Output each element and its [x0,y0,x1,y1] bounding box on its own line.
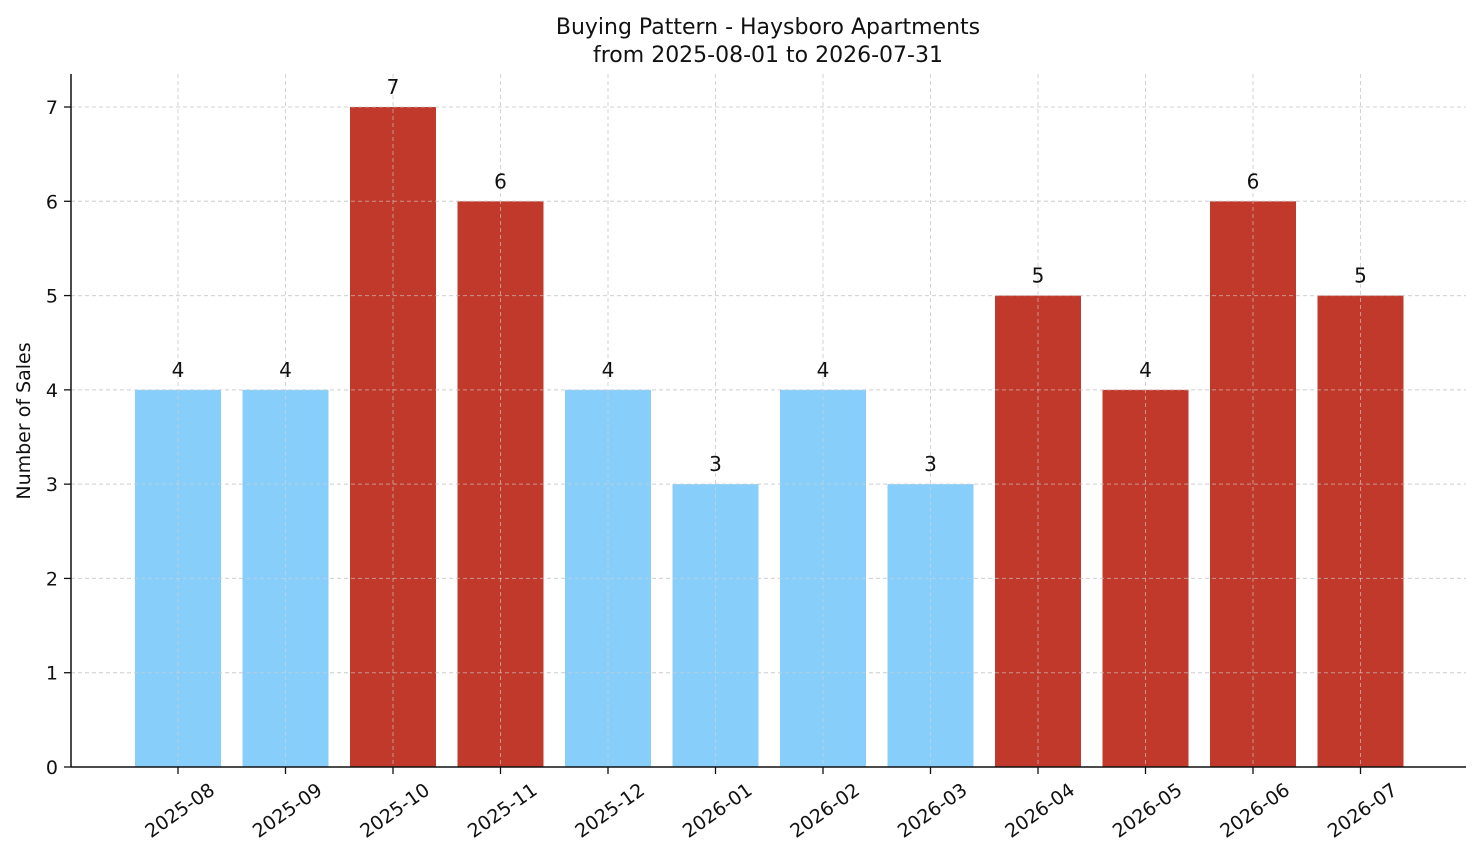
bar-2025-10 [350,107,436,767]
data-label-2026-05: 4 [1139,358,1152,382]
x-tick-label: 2025-11 [464,779,542,843]
data-label-2025-09: 4 [279,358,292,382]
y-tick-label: 6 [46,191,58,213]
x-tick-label: 2026-06 [1216,779,1294,843]
x-tick-label: 2026-05 [1109,779,1187,843]
data-label-2025-10: 7 [387,75,400,99]
data-label-2026-06: 6 [1247,169,1260,193]
x-tick-label: 2026-03 [894,779,972,843]
x-ticks-layer: 2025-08 2025-09 2025-10 2025-11 2025-12 2026-… [141,767,1401,843]
y-tick-label: 2 [46,568,58,590]
x-tick-label: 2026-02 [786,779,864,843]
y-tick-label: 1 [46,663,58,685]
data-label-2026-02: 4 [817,358,830,382]
data-label-2026-01: 3 [709,452,722,476]
data-label-2026-07: 5 [1354,264,1367,288]
bar-2026-01 [672,484,759,767]
x-tick-label: 2025-09 [249,779,327,843]
chart-title: Buying Pattern - Haysboro Apartments [556,15,980,40]
y-tick-label: 5 [46,286,58,308]
data-label-2025-08: 4 [172,358,185,382]
x-tick-label: 2025-10 [356,779,434,843]
x-tick-label: 2025-12 [571,779,649,843]
bar-2026-03 [887,484,974,767]
y-ticks-layer: 0 1 2 3 4 5 6 7 [46,97,71,779]
data-label-2026-03: 3 [924,452,937,476]
x-tick-label: 2025-08 [141,779,219,843]
data-label-2026-04: 5 [1032,264,1045,288]
y-axis-label: Number of Sales [13,342,35,499]
data-label-2025-12: 4 [602,358,615,382]
axes-layer [70,74,1466,768]
y-tick-label: 7 [46,97,58,119]
x-tick-label: 2026-07 [1324,779,1402,843]
x-tick-label: 2026-01 [679,779,757,843]
y-tick-label: 0 [46,757,58,779]
y-tick-label: 3 [46,474,58,496]
x-tick-label: 2026-04 [1001,779,1079,843]
data-label-2025-11: 6 [494,169,507,193]
data-labels-layer: 4 4 7 6 4 3 4 3 5 4 6 5 [172,75,1367,476]
bars-layer [71,74,1466,768]
y-tick-label: 4 [46,380,58,402]
chart-subtitle: from 2025-08-01 to 2026-07-31 [593,43,943,68]
